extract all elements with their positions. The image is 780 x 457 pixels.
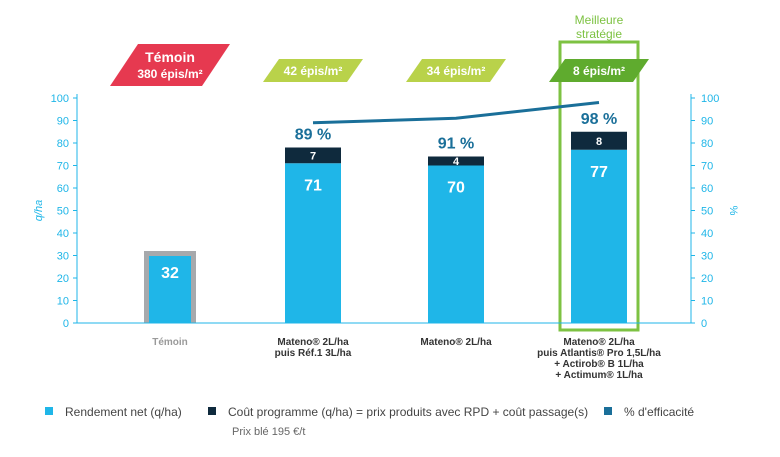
category-label-1-0: Mateno® 2L/ha <box>277 337 349 348</box>
header-tag-label-0: Témoin <box>145 49 195 65</box>
bar-net-2 <box>428 165 484 323</box>
category-label-1-1: puis Réf.1 3L/ha <box>275 348 352 359</box>
bar-cost-2 <box>428 156 484 166</box>
bar-net-0 <box>149 256 191 323</box>
header-tag-2 <box>406 59 506 82</box>
y-tick-label-left-10: 100 <box>51 93 69 105</box>
best-strategy-label-2: stratégie <box>576 27 622 41</box>
legend: Rendement net (q/ha) Coût programme (q/h… <box>0 404 780 444</box>
efficacy-label-2: 91 % <box>438 136 474 153</box>
y-tick-label-right-7: 70 <box>701 161 713 173</box>
legend-swatch-cost <box>208 406 216 415</box>
category-label-3-0: Mateno® 2L/ha <box>563 337 635 348</box>
category-label-3-3: + Actimum® 1L/ha <box>555 370 643 381</box>
legend-label-cost: Coût programme (q/ha) = prix produits av… <box>228 404 589 419</box>
y-tick-label-right-6: 60 <box>701 183 713 195</box>
category-label-0-0: Témoin <box>152 337 188 348</box>
legend-swatch-eff <box>604 406 612 415</box>
legend-item-eff: % d'efficacité <box>604 404 694 419</box>
efficacy-label-3: 98 % <box>581 111 617 128</box>
y-tick-label-left-2: 20 <box>57 273 69 285</box>
y-tick-label-right-1: 10 <box>701 296 713 308</box>
legend-swatch-net <box>45 406 53 415</box>
y-axis-label-left: q/ha <box>33 200 45 221</box>
header-tag-3 <box>549 59 649 82</box>
price-note: Prix blé 195 €/t <box>232 426 306 438</box>
y-tick-label-right-8: 80 <box>701 138 713 150</box>
bar-cost-3 <box>571 131 627 150</box>
y-tick-label-right-10: 100 <box>701 93 719 105</box>
y-tick-label-right-9: 90 <box>701 116 713 128</box>
y-tick-label-left-6: 60 <box>57 183 69 195</box>
y-tick-label-left-8: 80 <box>57 138 69 150</box>
y-tick-label-left-7: 70 <box>57 161 69 173</box>
legend-label-net: Rendement net (q/ha) <box>65 404 182 419</box>
best-strategy-frame <box>558 40 640 332</box>
value-label-net-0: 32 <box>161 265 179 282</box>
header-tag-label-3: 8 épis/m² <box>573 64 625 78</box>
y-tick-label-left-0: 0 <box>63 318 69 330</box>
header-tag-label-1: 42 épis/m² <box>284 64 343 78</box>
value-label-cost-3: 8 <box>596 136 602 148</box>
category-label-3-2: + Actirob® B 1L/ha <box>554 359 644 370</box>
legend-item-net: Rendement net (q/ha) <box>45 404 182 419</box>
efficacy-label-1: 89 % <box>295 127 331 144</box>
y-tick-label-right-5: 50 <box>701 206 713 218</box>
y-axis-label-right: % <box>727 206 739 216</box>
header-tag-1 <box>263 59 363 82</box>
bar-cost-1 <box>285 147 341 164</box>
y-tick-label-right-0: 0 <box>701 318 707 330</box>
y-tick-label-right-4: 40 <box>701 228 713 240</box>
value-label-net-2: 70 <box>447 180 465 197</box>
best-strategy-label-1: Meilleure <box>575 13 624 27</box>
y-tick-label-left-4: 40 <box>57 228 69 240</box>
value-label-cost-2: 4 <box>453 156 460 168</box>
header-tag-0 <box>110 44 230 86</box>
y-tick-label-left-1: 10 <box>57 296 69 308</box>
efficacy-line <box>312 101 600 125</box>
header-tag-label-2: 34 épis/m² <box>427 64 486 78</box>
bar-net-3 <box>571 149 627 323</box>
header-tag-sub-0: 380 épis/m² <box>137 67 202 81</box>
value-label-net-1: 71 <box>304 177 322 194</box>
category-label-2-0: Mateno® 2L/ha <box>420 337 492 348</box>
y-tick-label-left-3: 30 <box>57 251 69 263</box>
category-label-3-1: puis Atlantis® Pro 1,5L/ha <box>537 348 661 359</box>
legend-label-eff: % d'efficacité <box>624 404 695 419</box>
legend-item-cost: Coût programme (q/ha) = prix produits av… <box>208 404 588 419</box>
y-tick-label-right-3: 30 <box>701 251 713 263</box>
value-label-cost-1: 7 <box>310 150 316 162</box>
value-label-net-3: 77 <box>590 164 608 181</box>
y-tick-label-left-5: 50 <box>57 206 69 218</box>
y-tick-label-left-9: 90 <box>57 116 69 128</box>
y-tick-label-right-2: 20 <box>701 273 713 285</box>
bar-net-1 <box>285 163 341 323</box>
